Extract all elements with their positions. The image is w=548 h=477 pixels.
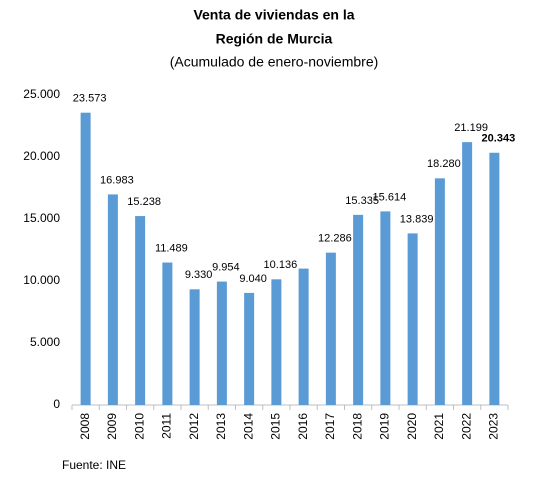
y-tick-label: 15.000 <box>23 211 60 225</box>
bar <box>244 292 255 405</box>
source: Fuente: INE <box>62 458 126 472</box>
value-label: 21.199 <box>454 122 488 134</box>
x-tick-label: 2017 <box>323 413 337 440</box>
bar <box>407 233 418 405</box>
x-tick-label: 2016 <box>296 413 310 440</box>
bar <box>489 152 500 405</box>
x-tick-label: 2019 <box>378 413 392 440</box>
bar <box>216 281 227 405</box>
bar <box>135 216 146 405</box>
x-tick-label: 2012 <box>187 413 201 440</box>
x-tick-label: 2014 <box>241 413 255 440</box>
bar <box>107 194 118 405</box>
value-label: 15.335 <box>345 195 379 207</box>
x-tick-label: 2015 <box>269 413 283 440</box>
x-tick-label: 2008 <box>78 413 92 440</box>
bar <box>298 268 309 405</box>
chart-title: Venta de viviendas en la <box>193 7 354 23</box>
value-label: 18.280 <box>427 158 461 170</box>
bar <box>380 211 391 405</box>
value-label: 9.330 <box>185 269 213 281</box>
bar <box>325 252 336 405</box>
bar <box>434 178 445 405</box>
bar <box>462 142 473 406</box>
value-label: 15.614 <box>373 191 407 203</box>
value-label: 10.136 <box>264 259 298 271</box>
value-label: 15.238 <box>127 196 161 208</box>
x-tick-label: 2009 <box>105 413 119 440</box>
x-tick-label: 2021 <box>432 413 446 440</box>
y-tick-label: 20.000 <box>23 149 60 163</box>
value-label: 23.573 <box>73 93 107 105</box>
value-label: 16.983 <box>100 174 134 186</box>
x-tick-label: 2011 <box>160 413 174 439</box>
value-label: 9.040 <box>239 273 267 285</box>
value-label: 13.839 <box>400 213 434 225</box>
bar <box>189 289 200 405</box>
chart-title: Región de Murcia <box>216 31 333 47</box>
y-tick-label: 5.000 <box>30 335 60 349</box>
x-tick-label: 2010 <box>132 413 146 440</box>
bar <box>80 112 91 406</box>
value-label: 11.489 <box>155 242 188 254</box>
x-tick-label: 2022 <box>459 413 473 440</box>
y-tick-label: 25.000 <box>23 87 60 101</box>
x-tick-label: 2013 <box>214 413 228 440</box>
value-label: 12.286 <box>318 233 352 245</box>
value-label: 20.343 <box>482 133 516 145</box>
y-tick-label: 10.000 <box>23 273 60 287</box>
value-label: 9.954 <box>212 261 240 273</box>
y-tick-label: 0 <box>53 397 60 411</box>
bar <box>271 279 282 405</box>
x-tick-label: 2020 <box>405 413 419 440</box>
chart-subtitle: (Acumulado de enero-noviembre) <box>170 54 379 70</box>
x-tick-label: 2018 <box>350 413 364 440</box>
x-tick-label: 2023 <box>487 413 501 440</box>
bar <box>353 214 364 405</box>
bar <box>162 262 173 405</box>
